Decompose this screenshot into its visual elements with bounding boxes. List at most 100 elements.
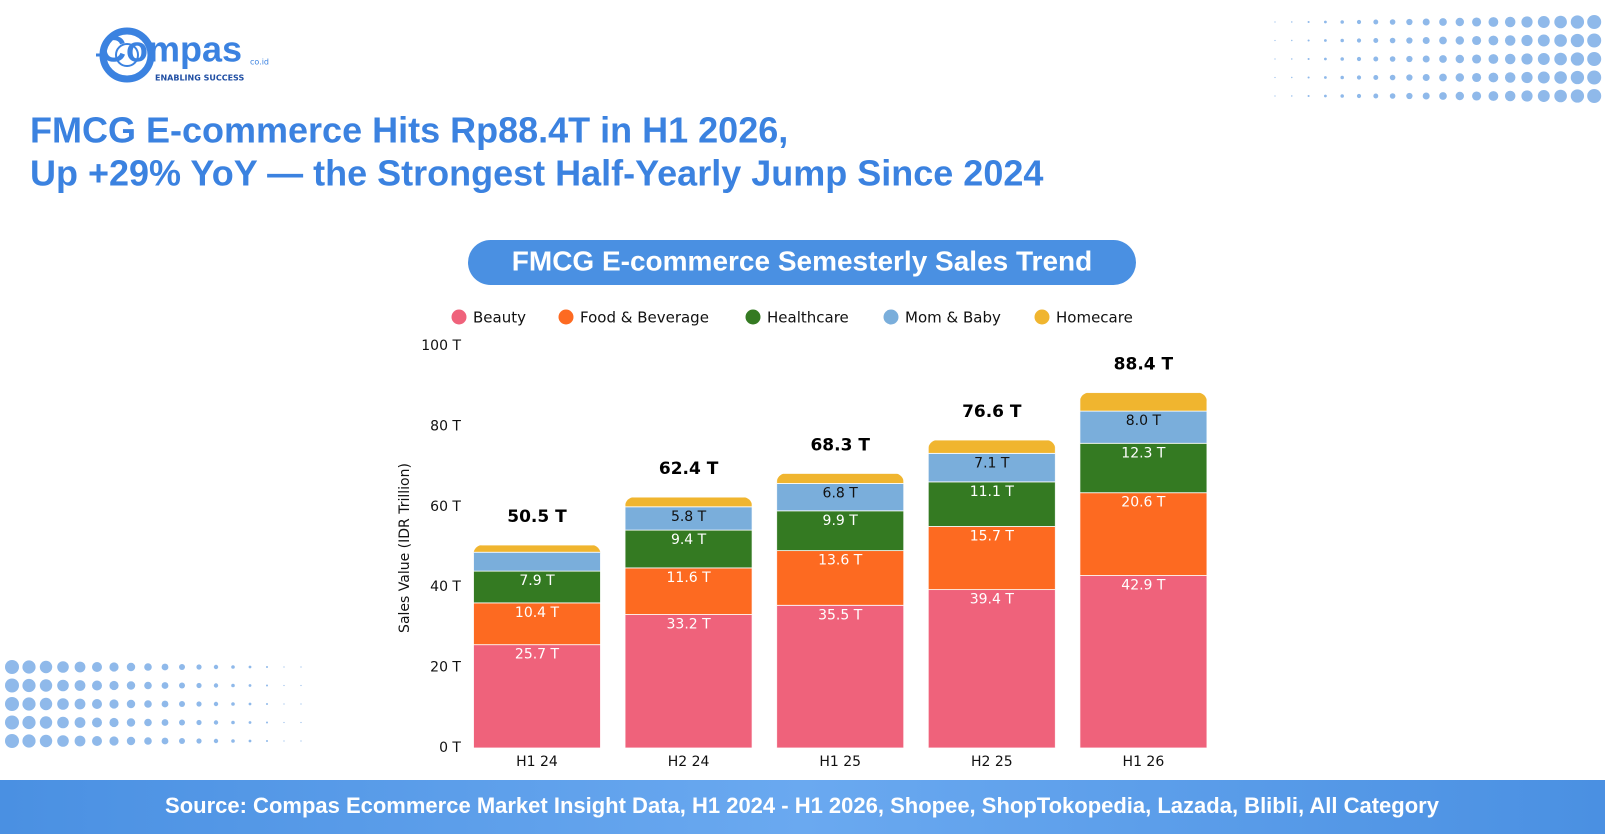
bar-group <box>928 440 1056 749</box>
decor-dot <box>1504 90 1516 102</box>
value-label: 10.4 T <box>515 605 560 621</box>
decor-dot <box>1570 70 1585 85</box>
decoration <box>5 15 1602 748</box>
decor-dot <box>231 665 235 669</box>
decor-dot <box>1439 36 1447 45</box>
decor-dot <box>300 740 302 742</box>
decor-dot <box>109 662 119 672</box>
decor-dot <box>179 738 185 744</box>
decor-dot <box>248 702 252 706</box>
bar-segment <box>776 510 904 552</box>
decor-dot <box>1356 19 1362 25</box>
value-label: 12.3 T <box>1121 445 1166 461</box>
value-label: 33.2 T <box>667 617 712 633</box>
decor-dot <box>1422 18 1430 26</box>
decor-dot <box>144 700 152 708</box>
decor-dot <box>283 703 285 705</box>
decor-dot <box>74 698 86 710</box>
value-label: 6.8 T <box>823 485 859 501</box>
decor-dot <box>1422 92 1430 100</box>
decor-dot <box>39 660 53 674</box>
decor-dot <box>161 700 169 708</box>
bar-segment <box>776 604 904 749</box>
decor-dot <box>213 701 219 707</box>
decor-dot <box>5 678 19 693</box>
logo-tagline: ENABLING SUCCESS <box>155 74 244 83</box>
decor-dot <box>213 738 219 744</box>
decor-dot <box>1472 35 1482 46</box>
decor-dot <box>1455 54 1465 64</box>
value-label: 25.7 T <box>515 647 560 663</box>
decor-dot <box>126 681 136 690</box>
decor-dot <box>266 740 268 742</box>
decor-dot <box>5 660 19 674</box>
bar-segment <box>928 452 1056 483</box>
decor-dot <box>1274 58 1276 60</box>
decor-dot <box>74 661 86 673</box>
decor-dot <box>109 736 119 746</box>
decor-dot <box>1389 37 1396 44</box>
y-tick-label: 100 T <box>421 338 461 354</box>
decor-dot <box>1324 20 1327 24</box>
total-label: 68.3 T <box>810 435 870 455</box>
decor-dot <box>179 701 185 707</box>
decor-dot <box>1472 17 1482 27</box>
logo: Compas co.id ENABLING SUCCESS <box>96 27 269 83</box>
decor-dot <box>1406 74 1413 81</box>
decor-dot <box>300 684 302 687</box>
decor-dot <box>1274 95 1276 97</box>
decor-dot <box>22 715 36 730</box>
decor-dot <box>231 702 235 706</box>
decor-dot <box>300 703 302 705</box>
decor-dot <box>1587 89 1602 103</box>
decor-dot <box>283 684 285 687</box>
decor-dot <box>1488 54 1499 64</box>
decor-dot <box>1307 94 1310 98</box>
decor-dot <box>283 721 285 724</box>
decor-dot <box>144 718 152 727</box>
decor-dot <box>213 683 219 688</box>
decor-dot <box>1488 35 1499 46</box>
decor-dot <box>92 662 102 672</box>
bar-segment <box>776 473 904 484</box>
decor-dot <box>109 717 119 728</box>
decor-dot <box>196 682 202 689</box>
legend-label: Mom & Baby <box>905 309 1001 327</box>
bar-segment <box>928 526 1056 591</box>
decor-dot <box>1521 71 1533 84</box>
decor-dot <box>57 661 69 673</box>
decor-dot <box>1488 91 1499 101</box>
decor-dot <box>39 697 53 711</box>
decor-dot <box>1307 39 1310 42</box>
decor-dot <box>1356 38 1362 43</box>
decor-dot <box>1472 91 1482 101</box>
decor-dot <box>196 719 202 726</box>
x-tick-label: H1 24 <box>516 754 558 770</box>
decor-dot <box>1307 76 1310 79</box>
decor-dot <box>22 734 36 748</box>
chart-title: FMCG E-commerce Semesterly Sales Trend <box>512 245 1092 276</box>
decor-dot <box>161 737 169 745</box>
decor-dot <box>92 736 102 746</box>
value-label: 15.7 T <box>970 528 1015 544</box>
decor-dot <box>1389 19 1396 25</box>
decor-dot <box>1422 55 1430 63</box>
decor-dot <box>248 665 252 669</box>
decor-dot <box>231 720 235 725</box>
decor-dot <box>39 716 53 729</box>
decor-dot <box>1554 15 1567 29</box>
decor-dot <box>1307 57 1310 61</box>
decor-dot <box>1373 56 1379 62</box>
decor-dot <box>1406 37 1413 44</box>
decor-dot <box>92 680 102 691</box>
bar-segment <box>473 551 601 572</box>
decor-dot <box>231 683 235 688</box>
bar-segment <box>928 440 1056 454</box>
y-tick-label: 20 T <box>430 660 461 676</box>
decor-dot <box>1521 53 1533 65</box>
legend-label: Beauty <box>473 309 526 327</box>
decor-dot <box>1340 94 1344 98</box>
decor-dot <box>1373 93 1379 99</box>
decor-dot <box>1340 20 1344 24</box>
legend-label: Food & Beverage <box>580 309 709 327</box>
